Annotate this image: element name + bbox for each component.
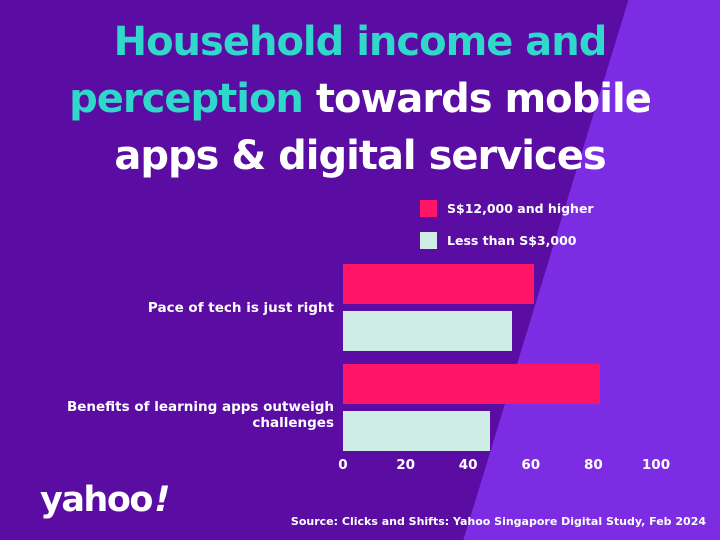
- yahoo-logo-exclamation: !: [149, 480, 173, 520]
- legend: S$12,000 and higher Less than S$3,000: [420, 200, 594, 264]
- legend-swatch-mint: [420, 232, 437, 249]
- x-axis: 0 20 40 60 80 100: [338, 457, 670, 475]
- legend-label-high-income: S$12,000 and higher: [447, 201, 594, 216]
- x-axis-tick-100: 100: [641, 457, 671, 473]
- bar-benefits-low-income: [343, 411, 491, 451]
- x-axis-tick-80: 80: [583, 457, 603, 473]
- bar-pace-low-income: [343, 311, 513, 351]
- x-axis-tick-60: 60: [521, 457, 541, 473]
- source-attribution: Source: Clicks and Shifts: Yahoo Singapo…: [290, 515, 706, 528]
- yahoo-logo-text: yahoo: [40, 480, 153, 520]
- x-axis-tick-20: 20: [396, 457, 415, 473]
- title-line-1: Household income and: [113, 19, 608, 65]
- bar-chart: [343, 264, 656, 451]
- legend-item-high-income: S$12,000 and higher: [420, 200, 594, 217]
- chart-title: Household income and perception towards …: [0, 14, 720, 185]
- category-label-pace-of-tech: Pace of tech is just right: [147, 300, 334, 316]
- category-label-benefits-learning-apps: Benefits of learning apps outweigh chall…: [66, 399, 334, 431]
- legend-swatch-pink: [420, 200, 437, 217]
- legend-item-low-income: Less than S$3,000: [420, 232, 594, 249]
- title-line-3: apps & digital services: [114, 133, 606, 179]
- x-axis-tick-40: 40: [458, 457, 478, 473]
- x-axis-tick-0: 0: [338, 457, 348, 473]
- bar-pace-high-income: [343, 264, 534, 304]
- title-line-2: perception towards mobile: [69, 76, 652, 122]
- yahoo-logo: yahoo!: [40, 480, 173, 520]
- bar-benefits-high-income: [343, 364, 600, 404]
- legend-label-low-income: Less than S$3,000: [447, 233, 577, 248]
